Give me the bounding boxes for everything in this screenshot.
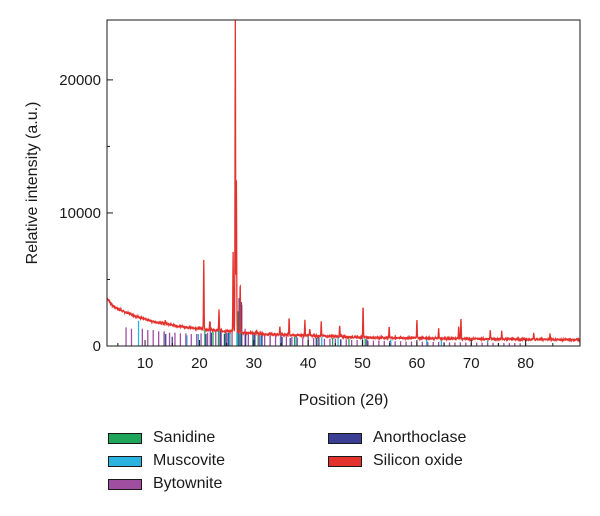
y-tick-label-10000: 10000 bbox=[59, 205, 101, 222]
plot-frame bbox=[106, 19, 581, 347]
x-tick-label-50: 50 bbox=[354, 355, 371, 372]
axes: 10 20 30 40 50 60 70 80 0 10000 20000 bbox=[59, 19, 581, 372]
line-layer bbox=[106, 19, 581, 344]
y-axis-title: Relative intensity (a.u.) bbox=[24, 102, 41, 265]
x-tick-label-30: 30 bbox=[245, 355, 262, 372]
x-tick-label-10: 10 bbox=[137, 355, 154, 372]
y-tick-label-0: 0 bbox=[93, 338, 101, 355]
x-tick-label-20: 20 bbox=[191, 355, 208, 372]
silicon-oxide-line bbox=[106, 19, 581, 344]
y-tick-label-20000: 20000 bbox=[59, 72, 101, 89]
x-tick-label-40: 40 bbox=[300, 355, 317, 372]
x-axis-title: Position (2θ) bbox=[299, 392, 389, 409]
x-tick-label-60: 60 bbox=[409, 355, 426, 372]
x-tick-label-80: 80 bbox=[517, 355, 534, 372]
x-tick-label-70: 70 bbox=[463, 355, 480, 372]
